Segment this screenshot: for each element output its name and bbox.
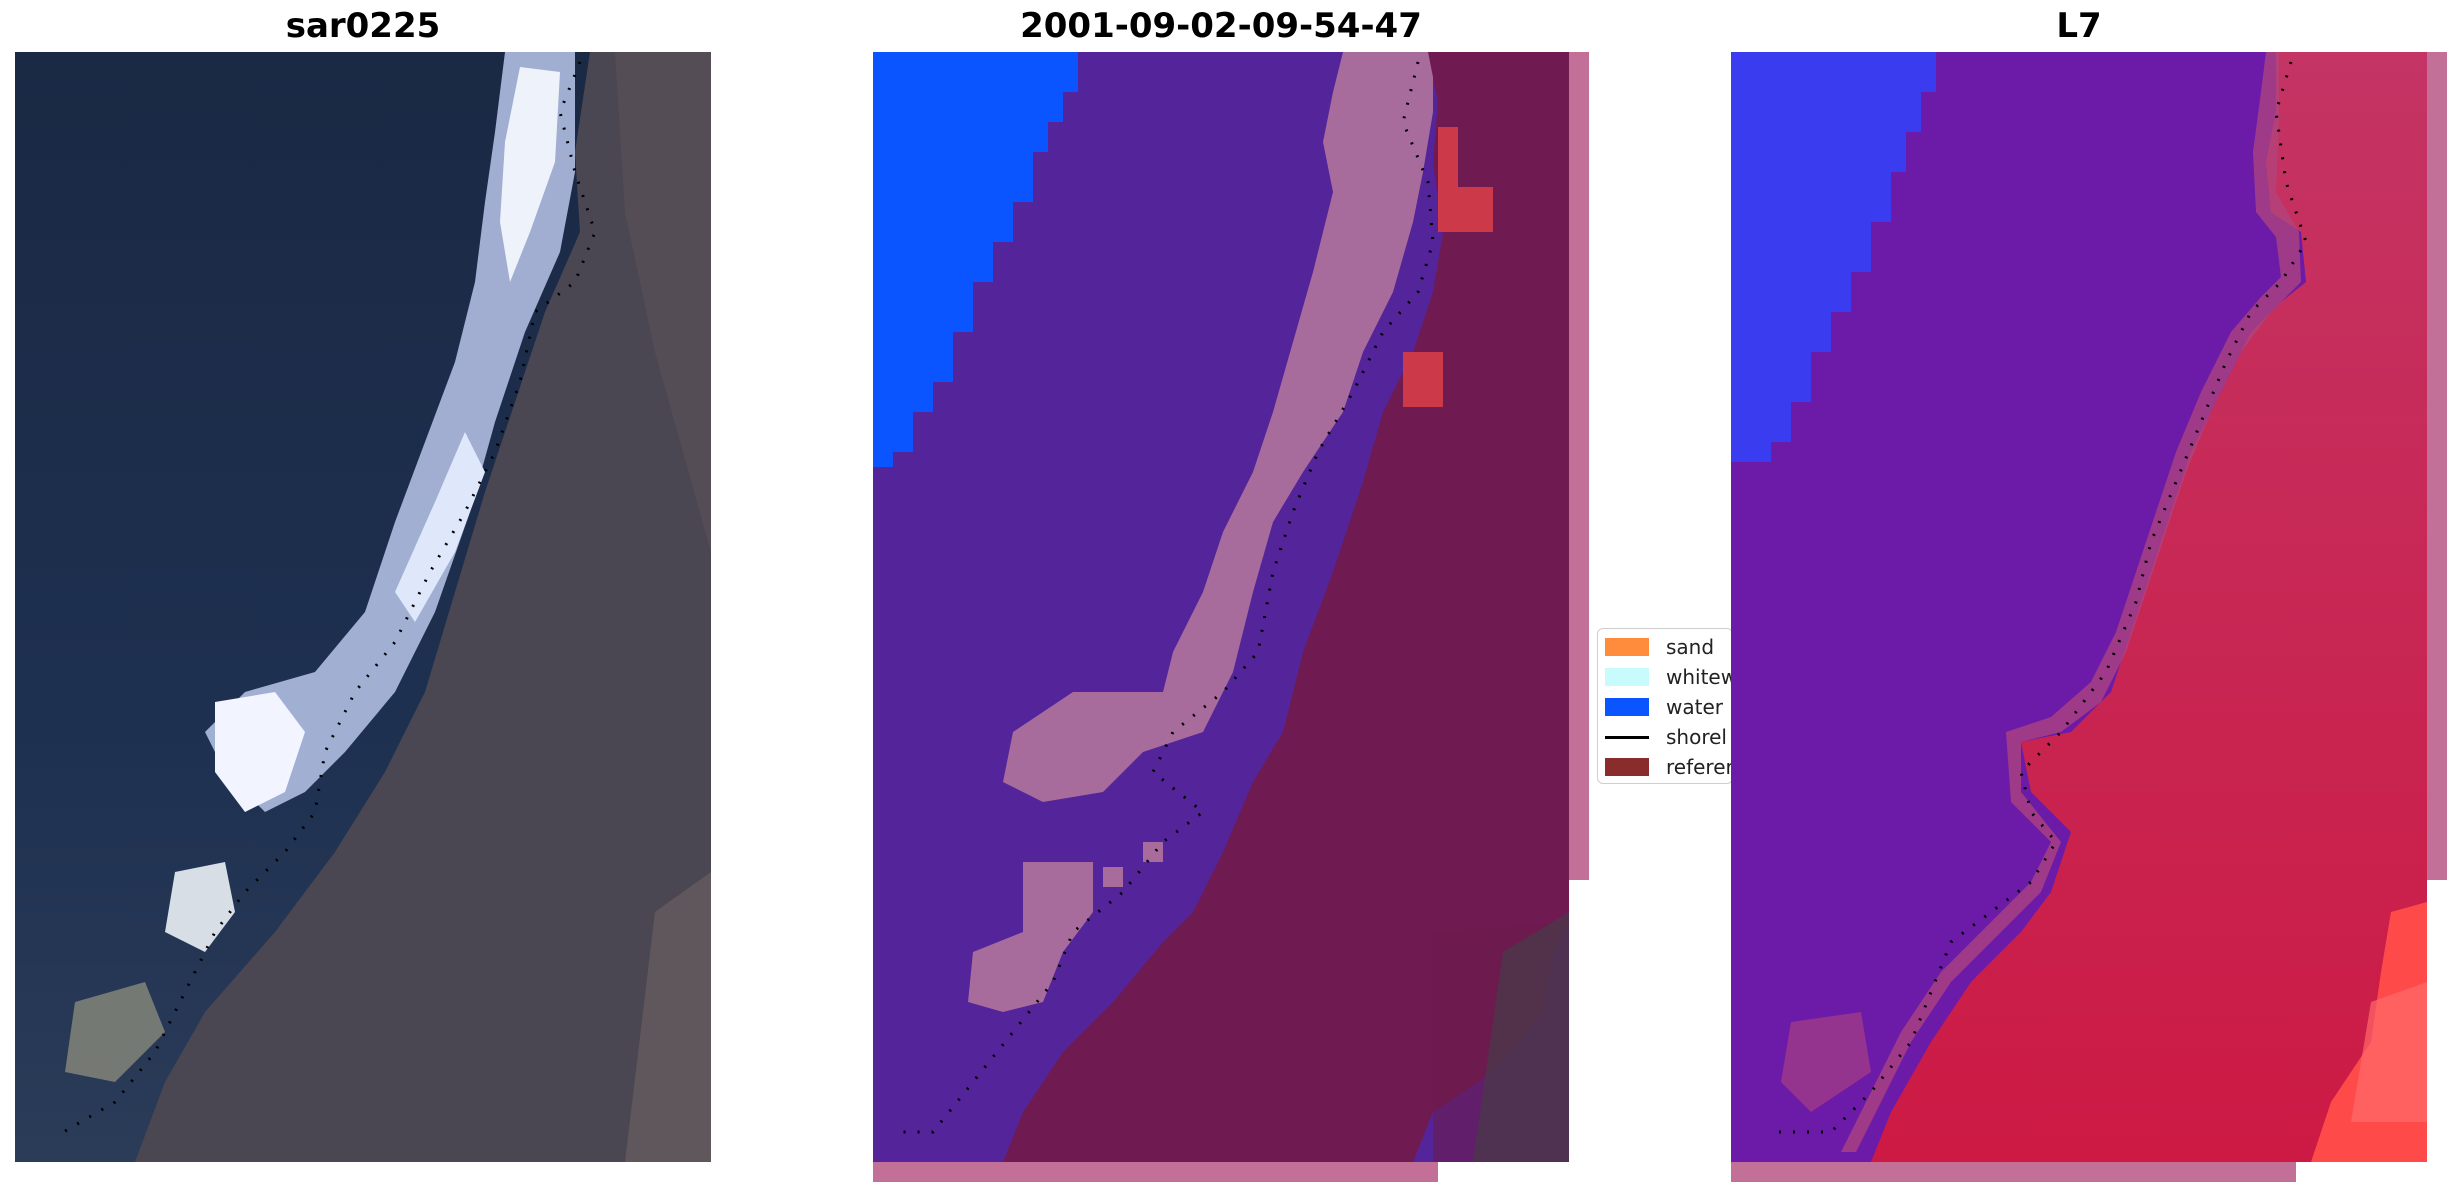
legend-item-whitewater: whitew: [1605, 665, 1733, 689]
classification-image: [873, 52, 1589, 1182]
whitewater-swatch: [1605, 668, 1649, 686]
sand-swatch: [1605, 638, 1649, 656]
legend-label-reference: referer: [1666, 755, 1733, 779]
legend-item-shoreline: shorel: [1605, 725, 1727, 749]
legend-label-shoreline: shorel: [1666, 725, 1727, 749]
reference-swatch: [1605, 758, 1649, 776]
left-panel-title: sar0225: [285, 6, 441, 46]
l7-index-image: [1731, 52, 2447, 1182]
legend-item-sand: sand: [1605, 635, 1714, 659]
legend-label-whitewater: whitew: [1666, 665, 1733, 689]
legend: sand whitew water shorel referer: [1597, 628, 1733, 784]
legend-item-water: water: [1605, 695, 1723, 719]
l7-index-panel: [1731, 52, 2447, 1182]
shoreline-line-icon: [1605, 735, 1649, 739]
rgb-image: [15, 52, 711, 1162]
legend-item-reference: referer: [1605, 755, 1733, 779]
rgb-image-panel: [15, 52, 711, 1162]
middle-panel-title: 2001-09-02-09-54-47: [1020, 6, 1422, 46]
classification-panel: [873, 52, 1589, 1182]
water-swatch: [1605, 698, 1649, 716]
legend-label-water: water: [1666, 695, 1723, 719]
right-panel-title: L7: [2056, 6, 2102, 46]
legend-label-sand: sand: [1666, 635, 1715, 659]
